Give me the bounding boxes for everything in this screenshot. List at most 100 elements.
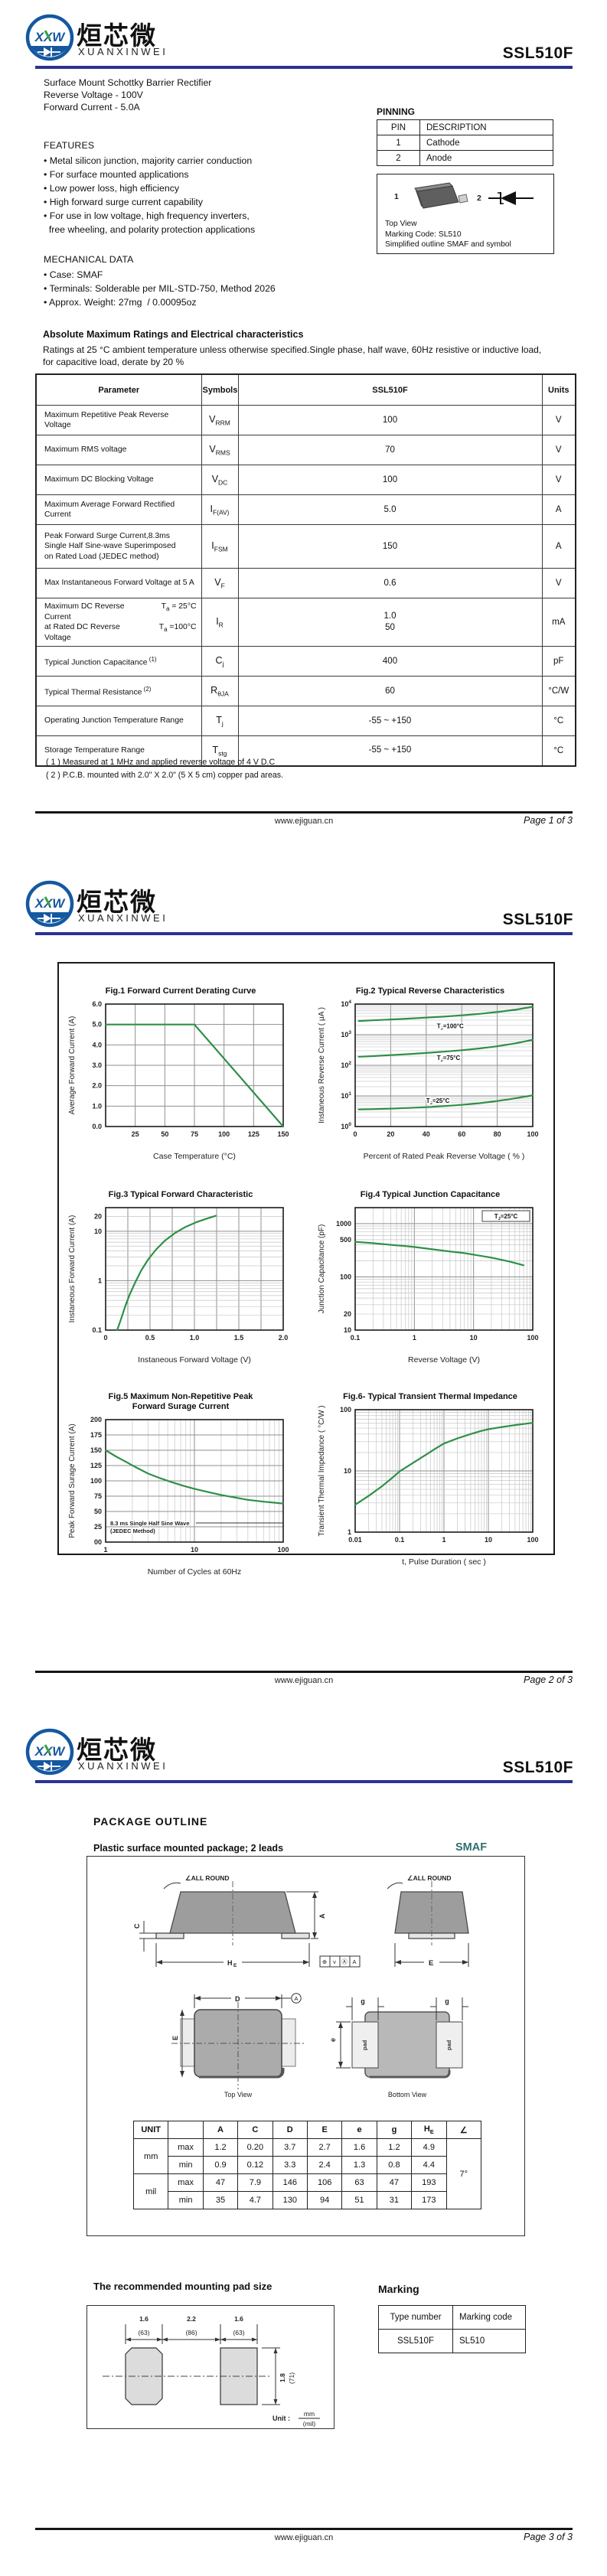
text-line: • Metal silicon junction, majority carri… [44, 155, 253, 166]
svg-text:0.1: 0.1 [92, 1326, 102, 1334]
package-top-view: D A E Top View [171, 1993, 305, 2098]
svg-text:(63): (63) [138, 2329, 149, 2336]
website-url: www.ejiguan.cn [274, 1676, 334, 1685]
svg-text:Top View: Top View [224, 2091, 253, 2098]
dim-cell: 2.4 [306, 2156, 343, 2174]
ratings-cell: V [541, 568, 576, 598]
chart-fig3: 0 0.5 1.0 1.5 2.0 0.1 1 10 20 Instaneous Forward … [68, 1207, 289, 1365]
ratings-cell: Cj [201, 646, 239, 677]
dim-cell: 106 [306, 2173, 343, 2192]
marking-table: Type number Marking code SSL510F SL510 [378, 2305, 526, 2353]
company-logo: XXW [25, 14, 74, 61]
dim-cell: 7.9 [237, 2173, 273, 2192]
chart-cell-fig4: Fig.4 Typical Junction Capacitance 0.1 1 10… [313, 1190, 547, 1366]
table-cell: Marking code [452, 2305, 526, 2330]
page2-header: XXW 烜芯微 XUANXINWEI SSL510F [0, 880, 607, 951]
ratings-cell: Operating Junction Temperature Range [35, 706, 202, 736]
ratings-row: Typical Thermal Resistance (2) RθJA 60 °C/W [35, 676, 576, 706]
dim-cell: 7° [445, 2138, 482, 2209]
svg-text:Transient Thermal Impedance (: Transient Thermal Impedance ( °C/W ) [318, 1405, 326, 1536]
footer-rule [35, 2528, 573, 2530]
svg-text:pad: pad [361, 2040, 368, 2050]
ratings-cell: 5.0 [237, 494, 543, 525]
page3-footer: www.ejiguan.cn Page 3 of 3 [35, 2528, 573, 2549]
part-number: SSL510F [502, 1759, 573, 1776]
ratings-cell: Maximum DC Blocking Voltage [35, 465, 202, 495]
svg-text:150: 150 [277, 1130, 289, 1138]
svg-text:6.0: 6.0 [92, 1000, 102, 1008]
svg-text:2.0: 2.0 [279, 1334, 289, 1342]
ratings-cell: VRRM [201, 405, 239, 435]
ratings-cell: Maximum RMS voltage [35, 435, 202, 465]
svg-text:XXW: XXW [34, 1744, 67, 1759]
column-header: Parameter [35, 373, 202, 406]
symbol-box-caption: Top View Marking Code: SL510 Simplified ou… [385, 219, 511, 250]
page1-footer: www.ejiguan.cn Page 1 of 3 [35, 811, 573, 833]
svg-text:25: 25 [132, 1130, 139, 1138]
pin2-label: 2 [477, 194, 481, 203]
dim-cell: 1.6 [341, 2138, 377, 2157]
svg-text:200: 200 [90, 1416, 102, 1423]
website-url: www.ejiguan.cn [274, 817, 334, 826]
table: Type number Marking code SSL510F SL510 [378, 2305, 526, 2353]
svg-text:1.0: 1.0 [190, 1334, 200, 1342]
ratings-cell: Typical Junction Capacitance (1) [35, 646, 202, 677]
text-line: • Terminals: Solderable per MIL-STD-750,… [44, 283, 276, 294]
dim-cell: 4.4 [411, 2156, 447, 2174]
svg-text:10: 10 [485, 1536, 492, 1544]
svg-text:(71): (71) [288, 2372, 295, 2384]
page3-header: XXW 烜芯微 XUANXINWEI SSL510F [0, 1728, 607, 1798]
dim-cell: 1.2 [202, 2138, 239, 2157]
svg-text:20: 20 [94, 1212, 102, 1220]
ratings-table: Parameter Symbols SSL510F Units Maximum Repe… [35, 373, 576, 767]
dim-cell: 51 [341, 2191, 377, 2209]
svg-text:Percent of Rated Peak Reverse: Percent of Rated Peak Reverse Voltage ( … [364, 1152, 525, 1161]
table-row: PIN DESCRIPTION [377, 119, 553, 135]
svg-text:(JEDEC Method): (JEDEC Method) [110, 1528, 155, 1534]
ratings-notes: ( 1 ) Measured at 1 MHz and applied reve… [46, 756, 283, 781]
svg-text:⊕: ⊕ [322, 1958, 327, 1965]
svg-text:(63): (63) [233, 2329, 244, 2336]
page2-footer: www.ejiguan.cn Page 2 of 3 [35, 1671, 573, 1692]
table-cell: 1 [377, 135, 420, 151]
svg-text:2.2: 2.2 [187, 2315, 196, 2323]
svg-text:60: 60 [458, 1130, 465, 1138]
svg-text:Instaneous Reverse Current ( μ: Instaneous Reverse Current ( μA ) [318, 1007, 326, 1123]
svg-text:100: 100 [277, 1546, 289, 1554]
svg-text:mm: mm [304, 2410, 315, 2418]
ratings-row: Maximum RMS voltage VRMS 70 V [35, 435, 576, 465]
part-number: SSL510F [502, 911, 573, 928]
svg-text:0.5: 0.5 [145, 1334, 155, 1342]
svg-text:100: 100 [340, 1406, 351, 1414]
svg-text:1.0: 1.0 [92, 1102, 102, 1110]
svg-text:2.0: 2.0 [92, 1082, 102, 1090]
chart-cell-fig2: Fig.2 Typical Reverse Characteristics 0 20… [313, 986, 547, 1162]
svg-text:100: 100 [340, 1273, 351, 1280]
ratings-cell: pF [541, 646, 576, 677]
svg-text:Reverse Voltage (V): Reverse Voltage (V) [408, 1355, 480, 1365]
table-row: 1 Cathode [377, 135, 553, 151]
package-end-view: ∠ALL ROUND E [387, 1874, 469, 1968]
dim-cell: 47 [376, 2173, 413, 2192]
ratings-description: Ratings at 25 °C ambient temperature unl… [43, 344, 541, 368]
dim-cell: max [168, 2173, 204, 2192]
chart-cell-fig1: Fig.1 Forward Current Derating Curve 25 50… [64, 986, 298, 1162]
chart-fig1: 25 50 75 100 125 150 0.0 1.0 2.0 3.0 4.0 5.0 6.0 Case… [68, 1000, 289, 1161]
table-cell: Anode [419, 150, 553, 166]
svg-text:0: 0 [353, 1130, 357, 1138]
text-line: • Case: SMAF [44, 269, 103, 280]
dim-cell: min [168, 2191, 204, 2209]
svg-text:125: 125 [248, 1130, 259, 1138]
chart-title: Fig.6- Typical Transient Thermal Impedan… [343, 1392, 517, 1401]
pinning-table: PIN DESCRIPTION 1 Cathode 2 Anode [377, 119, 553, 166]
svg-text:A: A [294, 1995, 298, 2002]
dim-row: mm max 1.2 0.20 3.7 2.7 1.6 1.2 4.9 7° [132, 2138, 482, 2209]
table-cell: DESCRIPTION [419, 119, 553, 135]
svg-text:t, Pulse Duration ( sec ): t, Pulse Duration ( sec ) [402, 1557, 486, 1567]
dim-cell: 47 [202, 2173, 239, 2192]
dim-cell: 31 [376, 2191, 413, 2209]
page1-header: XXW 烜芯微 XUANXINWEI SSL510F [0, 14, 607, 84]
dim-cell: 0.9 [202, 2156, 239, 2174]
ratings-cell: IF(AV) [201, 494, 239, 525]
table: PIN DESCRIPTION 1 Cathode 2 Anode [377, 119, 553, 166]
